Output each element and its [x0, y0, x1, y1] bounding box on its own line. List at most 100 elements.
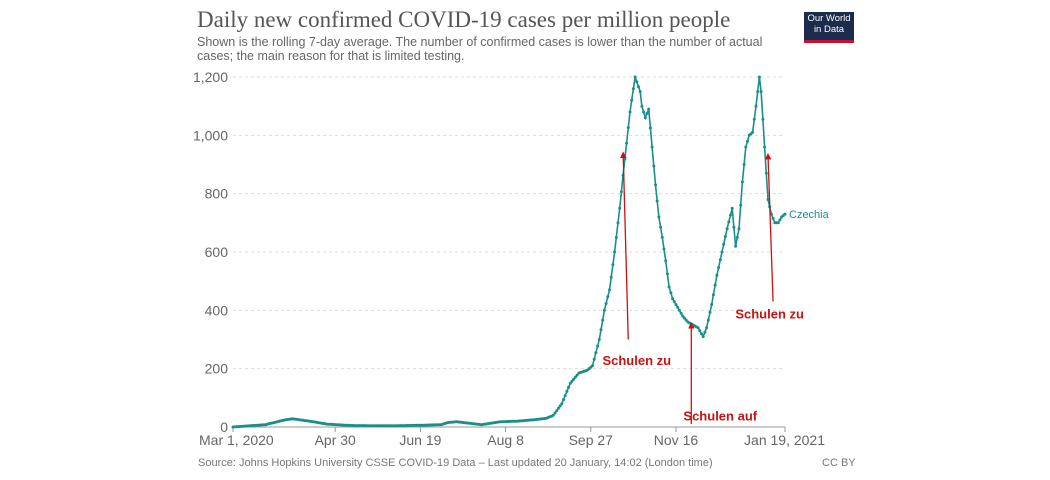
data-point: [630, 98, 634, 102]
data-point: [556, 406, 560, 410]
data-point: [572, 377, 576, 381]
y-tick-label: 400: [205, 302, 229, 318]
data-point: [676, 305, 680, 309]
data-point: [645, 112, 649, 115]
x-tick-label: Aug 8: [487, 432, 524, 448]
data-point: [573, 375, 577, 379]
data-point: [737, 227, 741, 231]
data-point: [718, 258, 722, 262]
data-point: [568, 381, 572, 385]
x-tick-label: Jun 19: [399, 432, 441, 448]
data-point: [650, 145, 654, 149]
data-point: [594, 351, 598, 355]
x-axis: Mar 1, 2020 Apr 30 Jun 19 Aug 8 Sep 27 Nov 16…: [199, 427, 825, 448]
owid-logo[interactable]: Our World in Data: [804, 12, 854, 43]
x-tick-label: Apr 30: [315, 432, 356, 448]
data-point: [705, 326, 709, 330]
data-point: [604, 302, 608, 305]
chart-subtitle: Shown is the rolling 7-day average. The …: [197, 35, 763, 63]
data-point: [664, 259, 668, 263]
data-point: [683, 316, 686, 320]
data-point: [642, 110, 646, 114]
logo-line-1: Our World: [807, 13, 851, 24]
data-point: [742, 163, 746, 166]
data-point: [638, 90, 642, 94]
data-point: [631, 87, 635, 91]
data-point: [662, 247, 666, 251]
data-point: [708, 310, 712, 314]
data-point: [575, 373, 579, 377]
data-point: [608, 288, 611, 292]
data-point: [723, 234, 727, 238]
data-point: [710, 303, 714, 306]
data-point: [635, 80, 639, 84]
data-point: [764, 171, 768, 175]
data-point: [766, 198, 770, 201]
data-point: [672, 300, 676, 304]
data-point: [735, 235, 739, 239]
data-point: [734, 244, 738, 248]
annotation-label: Schulen zu: [602, 353, 671, 368]
data-point: [669, 291, 673, 295]
data-point: [739, 203, 743, 207]
data-point: [698, 329, 702, 333]
data-point: [618, 206, 622, 210]
data-point: [696, 326, 700, 330]
data-point: [606, 295, 610, 299]
data-point: [703, 330, 707, 334]
y-tick-label: 800: [205, 186, 229, 202]
data-point: [706, 318, 710, 322]
data-point: [609, 275, 613, 279]
data-point: [628, 110, 632, 114]
data-point: [674, 303, 678, 306]
annotation-label: Schulen zu: [735, 306, 804, 321]
data-point: [562, 398, 565, 402]
y-tick-label: 200: [205, 361, 229, 377]
y-tick-label: 600: [205, 244, 229, 260]
data-point: [614, 235, 618, 239]
data-point: [613, 250, 617, 254]
data-point: [591, 364, 594, 368]
data-point: [601, 318, 605, 322]
data-point: [732, 225, 736, 229]
source-note: Source: Johns Hopkins University CSSE CO…: [198, 457, 713, 469]
license-link[interactable]: CC BY: [822, 457, 856, 469]
annotation-label: Schulen auf: [683, 408, 757, 423]
data-point: [757, 75, 761, 79]
data-point: [761, 117, 765, 121]
chart-title: Daily new confirmed COVID-19 cases per m…: [197, 7, 731, 32]
data-point: [665, 272, 669, 276]
data-point: [720, 250, 724, 254]
data-point: [599, 328, 603, 332]
data-point: [778, 218, 782, 222]
y-axis: 0 200 400 600 800 1,000 1,200: [193, 69, 228, 435]
data-point: [563, 394, 567, 397]
data-point: [637, 85, 640, 89]
data-point: [596, 344, 600, 348]
data-point: [700, 332, 703, 336]
data-point: [751, 130, 755, 134]
data-point: [727, 220, 731, 224]
data-point: [558, 404, 562, 408]
data-point: [754, 104, 758, 108]
data-point: [625, 141, 629, 145]
data-point: [570, 379, 574, 383]
data-point: [725, 227, 729, 231]
data-point: [771, 217, 775, 220]
y-tick-label: 0: [220, 419, 228, 435]
data-point: [648, 126, 652, 130]
x-tick-label: Jan 19, 2021: [744, 432, 825, 448]
data-point: [660, 235, 664, 239]
series-czechia[interactable]: Czechia: [231, 75, 830, 429]
data-point: [763, 145, 767, 149]
data-point: [713, 283, 717, 287]
y-tick-label: 1,000: [193, 127, 228, 143]
data-point: [655, 199, 659, 203]
data-point: [560, 402, 564, 406]
data-point: [652, 164, 656, 168]
data-point: [619, 190, 623, 194]
data-point: [667, 285, 671, 289]
x-tick-label: Nov 16: [654, 432, 699, 448]
annotation-arrow: [620, 151, 629, 340]
